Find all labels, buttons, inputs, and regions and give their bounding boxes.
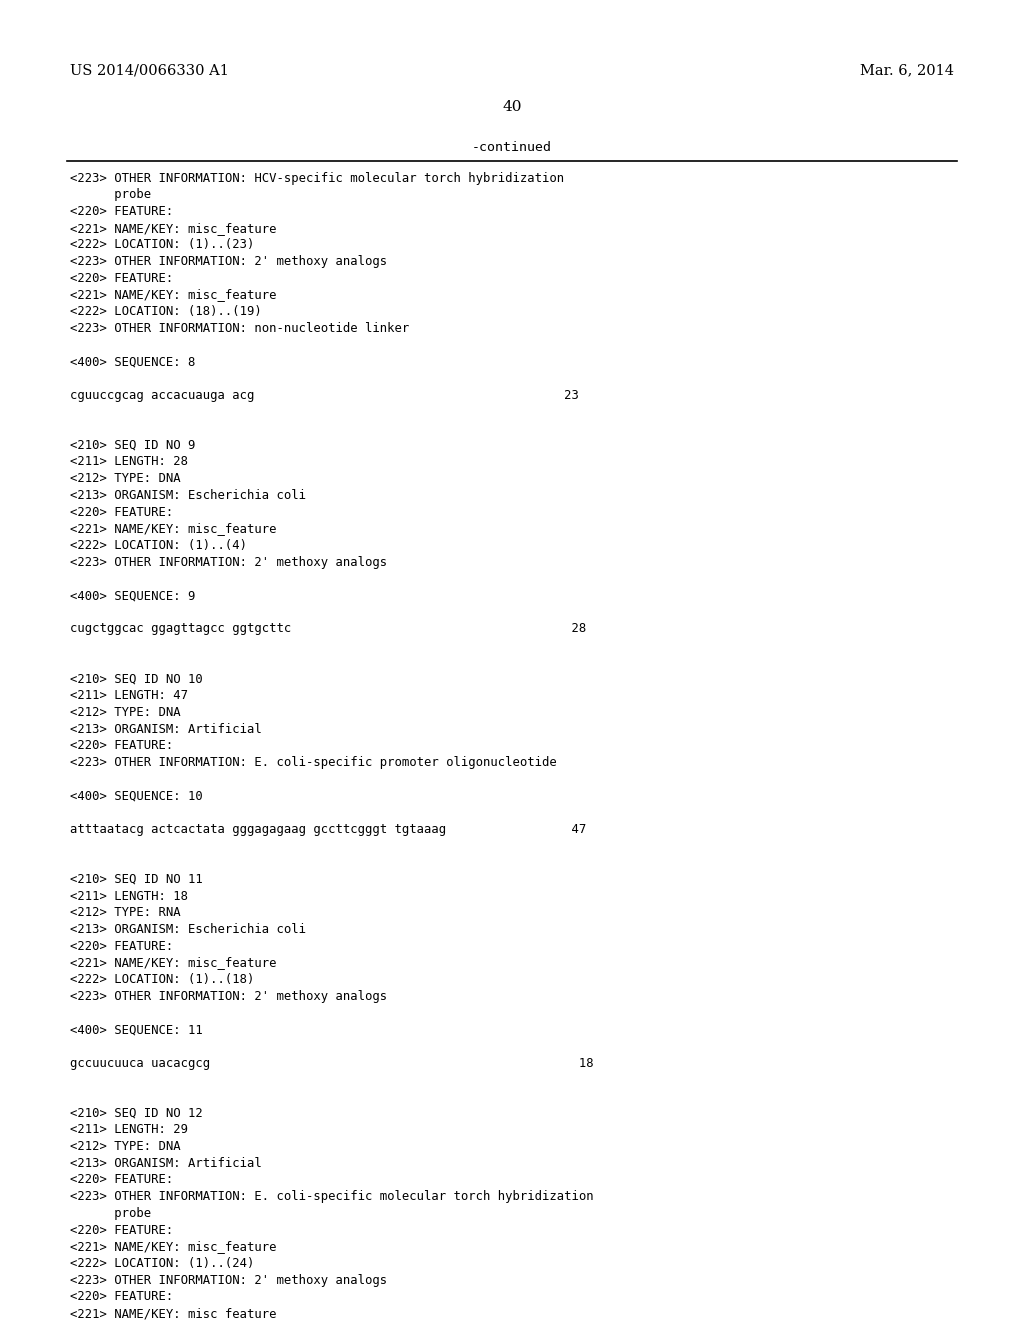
Text: atttaatacg actcactata gggagagaag gccttcgggt tgtaaag                 47: atttaatacg actcactata gggagagaag gccttcg…: [70, 822, 586, 836]
Text: Mar. 6, 2014: Mar. 6, 2014: [860, 63, 954, 78]
Text: -continued: -continued: [472, 141, 552, 154]
Text: <220> FEATURE:: <220> FEATURE:: [70, 940, 173, 953]
Text: <212> TYPE: DNA: <212> TYPE: DNA: [70, 1140, 180, 1154]
Text: <211> LENGTH: 28: <211> LENGTH: 28: [70, 455, 187, 469]
Text: cugctggcac ggagttagcc ggtgcttc                                      28: cugctggcac ggagttagcc ggtgcttc 28: [70, 623, 586, 635]
Text: <220> FEATURE:: <220> FEATURE:: [70, 506, 173, 519]
Text: <212> TYPE: DNA: <212> TYPE: DNA: [70, 706, 180, 719]
Text: <221> NAME/KEY: misc_feature: <221> NAME/KEY: misc_feature: [70, 1241, 276, 1253]
Text: <223> OTHER INFORMATION: HCV-specific molecular torch hybridization: <223> OTHER INFORMATION: HCV-specific mo…: [70, 172, 564, 185]
Text: <220> FEATURE:: <220> FEATURE:: [70, 272, 173, 285]
Text: <222> LOCATION: (1)..(24): <222> LOCATION: (1)..(24): [70, 1257, 254, 1270]
Text: <223> OTHER INFORMATION: 2' methoxy analogs: <223> OTHER INFORMATION: 2' methoxy anal…: [70, 255, 387, 268]
Text: <213> ORGANISM: Escherichia coli: <213> ORGANISM: Escherichia coli: [70, 923, 305, 936]
Text: <223> OTHER INFORMATION: 2' methoxy analogs: <223> OTHER INFORMATION: 2' methoxy anal…: [70, 1274, 387, 1287]
Text: <222> LOCATION: (18)..(19): <222> LOCATION: (18)..(19): [70, 305, 261, 318]
Text: <220> FEATURE:: <220> FEATURE:: [70, 739, 173, 752]
Text: <211> LENGTH: 29: <211> LENGTH: 29: [70, 1123, 187, 1137]
Text: <222> LOCATION: (1)..(4): <222> LOCATION: (1)..(4): [70, 539, 247, 552]
Text: <211> LENGTH: 47: <211> LENGTH: 47: [70, 689, 187, 702]
Text: <221> NAME/KEY: misc_feature: <221> NAME/KEY: misc_feature: [70, 1307, 276, 1320]
Text: <400> SEQUENCE: 9: <400> SEQUENCE: 9: [70, 589, 195, 602]
Text: <220> FEATURE:: <220> FEATURE:: [70, 1173, 173, 1187]
Text: probe: probe: [70, 189, 151, 201]
Text: <223> OTHER INFORMATION: 2' methoxy analogs: <223> OTHER INFORMATION: 2' methoxy anal…: [70, 556, 387, 569]
Text: <222> LOCATION: (1)..(23): <222> LOCATION: (1)..(23): [70, 239, 254, 251]
Text: <213> ORGANISM: Artificial: <213> ORGANISM: Artificial: [70, 1156, 261, 1170]
Text: <220> FEATURE:: <220> FEATURE:: [70, 1224, 173, 1237]
Text: <210> SEQ ID NO 11: <210> SEQ ID NO 11: [70, 873, 203, 886]
Text: <213> ORGANISM: Artificial: <213> ORGANISM: Artificial: [70, 722, 261, 735]
Text: <221> NAME/KEY: misc_feature: <221> NAME/KEY: misc_feature: [70, 222, 276, 235]
Text: cguuccgcag accacuauga acg                                          23: cguuccgcag accacuauga acg 23: [70, 388, 579, 401]
Text: <221> NAME/KEY: misc_feature: <221> NAME/KEY: misc_feature: [70, 289, 276, 301]
Text: <222> LOCATION: (1)..(18): <222> LOCATION: (1)..(18): [70, 973, 254, 986]
Text: <221> NAME/KEY: misc_feature: <221> NAME/KEY: misc_feature: [70, 523, 276, 535]
Text: <223> OTHER INFORMATION: E. coli-specific promoter oligonucleotide: <223> OTHER INFORMATION: E. coli-specifi…: [70, 756, 556, 770]
Text: <210> SEQ ID NO 9: <210> SEQ ID NO 9: [70, 438, 195, 451]
Text: <400> SEQUENCE: 11: <400> SEQUENCE: 11: [70, 1023, 203, 1036]
Text: US 2014/0066330 A1: US 2014/0066330 A1: [70, 63, 228, 78]
Text: gccuucuuca uacacgcg                                                  18: gccuucuuca uacacgcg 18: [70, 1056, 593, 1069]
Text: <223> OTHER INFORMATION: 2' methoxy analogs: <223> OTHER INFORMATION: 2' methoxy anal…: [70, 990, 387, 1003]
Text: <223> OTHER INFORMATION: non-nucleotide linker: <223> OTHER INFORMATION: non-nucleotide …: [70, 322, 409, 335]
Text: 40: 40: [502, 100, 522, 115]
Text: <210> SEQ ID NO 12: <210> SEQ ID NO 12: [70, 1106, 203, 1119]
Text: <212> TYPE: RNA: <212> TYPE: RNA: [70, 907, 180, 919]
Text: <220> FEATURE:: <220> FEATURE:: [70, 205, 173, 218]
Text: <400> SEQUENCE: 10: <400> SEQUENCE: 10: [70, 789, 203, 803]
Text: <400> SEQUENCE: 8: <400> SEQUENCE: 8: [70, 355, 195, 368]
Text: <220> FEATURE:: <220> FEATURE:: [70, 1291, 173, 1303]
Text: <221> NAME/KEY: misc_feature: <221> NAME/KEY: misc_feature: [70, 957, 276, 969]
Text: <223> OTHER INFORMATION: E. coli-specific molecular torch hybridization: <223> OTHER INFORMATION: E. coli-specifi…: [70, 1191, 593, 1203]
Text: <211> LENGTH: 18: <211> LENGTH: 18: [70, 890, 187, 903]
Text: <212> TYPE: DNA: <212> TYPE: DNA: [70, 473, 180, 486]
Text: <213> ORGANISM: Escherichia coli: <213> ORGANISM: Escherichia coli: [70, 488, 305, 502]
Text: probe: probe: [70, 1206, 151, 1220]
Text: <210> SEQ ID NO 10: <210> SEQ ID NO 10: [70, 672, 203, 685]
